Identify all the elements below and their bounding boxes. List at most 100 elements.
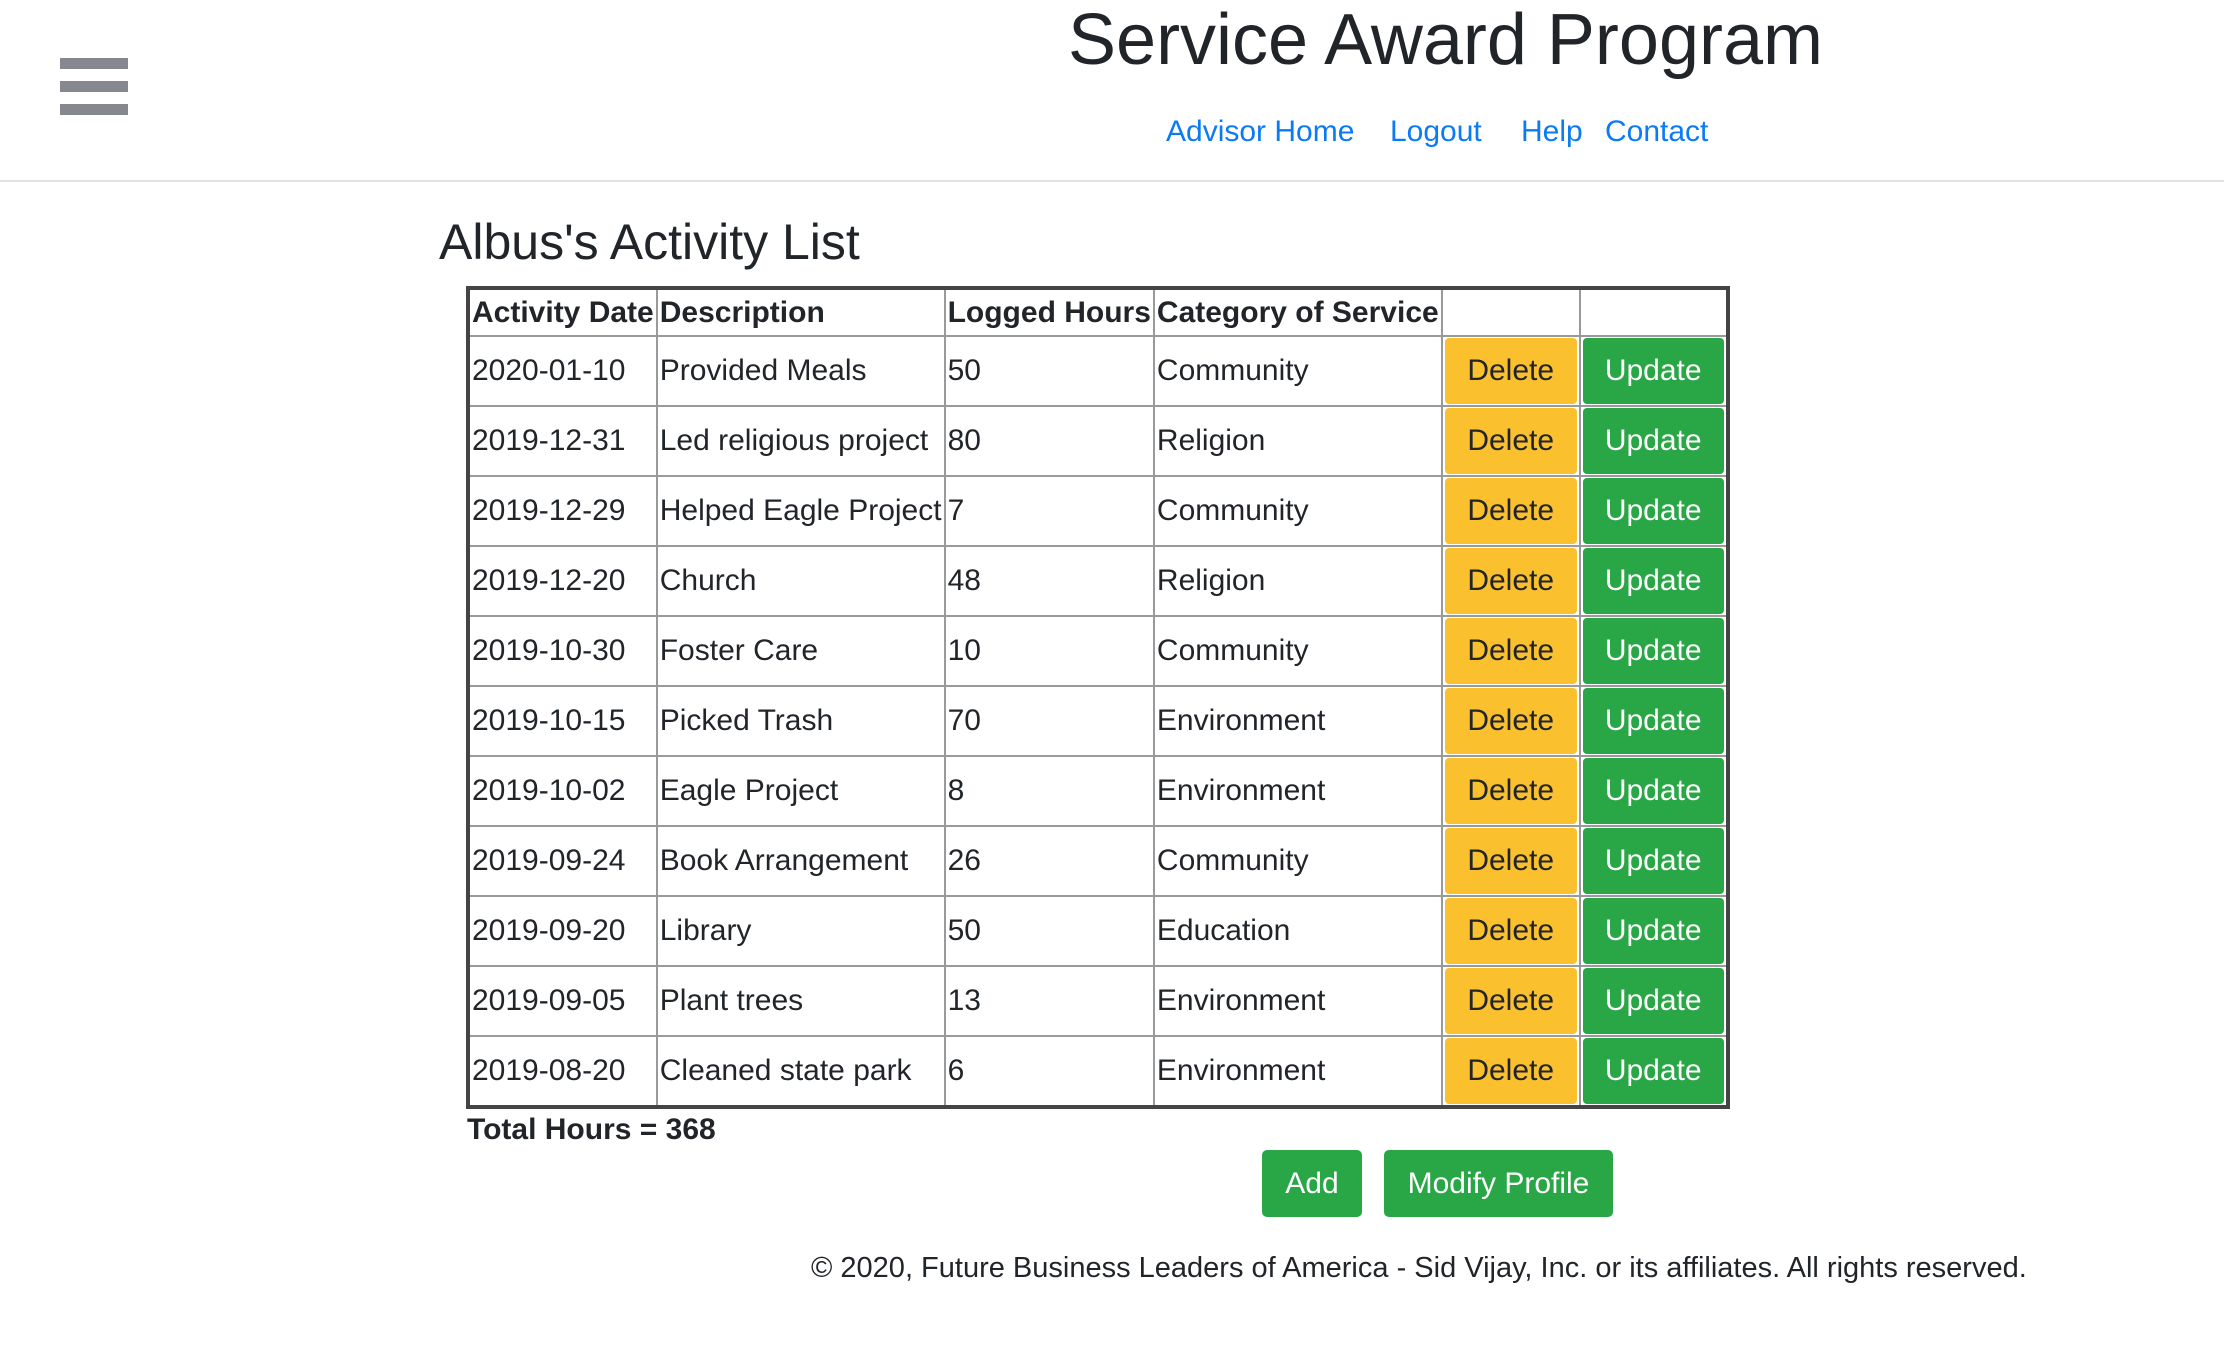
delete-cell: Delete bbox=[1440, 335, 1581, 407]
nav-logout-link[interactable]: Logout bbox=[1390, 115, 1482, 148]
logged-hours-cell: 70 bbox=[943, 685, 1155, 757]
delete-cell: Delete bbox=[1440, 825, 1581, 897]
update-button[interactable]: Update bbox=[1582, 1038, 1724, 1104]
category-cell: Environment bbox=[1152, 755, 1443, 827]
hamburger-bar bbox=[60, 81, 128, 92]
category-cell: Religion bbox=[1152, 405, 1443, 477]
update-button[interactable]: Update bbox=[1582, 828, 1724, 894]
column-header-update bbox=[1578, 287, 1729, 337]
update-button[interactable]: Update bbox=[1582, 548, 1724, 614]
activity-date-cell: 2019-12-31 bbox=[467, 405, 658, 477]
page-title: Albus's Activity List bbox=[439, 214, 860, 270]
modify-profile-button[interactable]: Modify Profile bbox=[1384, 1150, 1613, 1217]
logged-hours-cell: 10 bbox=[943, 615, 1155, 687]
activity-date-cell: 2019-10-30 bbox=[467, 615, 658, 687]
description-cell: Library bbox=[655, 895, 946, 967]
table-row: 2019-12-20 Church 48 Religion Delete Update bbox=[467, 545, 1729, 617]
nav-contact-link[interactable]: Contact bbox=[1605, 115, 1709, 148]
activity-date-cell: 2019-12-29 bbox=[467, 475, 658, 547]
table-row: 2019-10-02 Eagle Project 8 Environment Delet… bbox=[467, 755, 1729, 827]
hamburger-bar bbox=[60, 104, 128, 115]
update-cell: Update bbox=[1578, 475, 1729, 547]
table-row: 2019-09-05 Plant trees 13 Environment Delete… bbox=[467, 965, 1729, 1037]
table-row: 2019-08-20 Cleaned state park 6 Environment… bbox=[467, 1035, 1729, 1108]
category-cell: Religion bbox=[1152, 545, 1443, 617]
logged-hours-cell: 48 bbox=[943, 545, 1155, 617]
description-cell: Book Arrangement bbox=[655, 825, 946, 897]
update-button[interactable]: Update bbox=[1582, 758, 1724, 824]
activity-table: Activity Date Description Logged Hours C… bbox=[466, 286, 1730, 1109]
nav-advisor-home-link[interactable]: Advisor Home bbox=[1166, 115, 1355, 148]
update-button[interactable]: Update bbox=[1582, 688, 1724, 754]
category-cell: Environment bbox=[1152, 965, 1443, 1037]
column-header-category: Category of Service bbox=[1152, 287, 1443, 337]
delete-cell: Delete bbox=[1440, 615, 1581, 687]
top-nav: Advisor Home Logout Help Contact bbox=[0, 112, 2224, 152]
delete-button[interactable]: Delete bbox=[1444, 338, 1577, 404]
site-title: Service Award Program bbox=[1068, 0, 1823, 80]
delete-button[interactable]: Delete bbox=[1444, 548, 1577, 614]
description-cell: Cleaned state park bbox=[655, 1035, 946, 1108]
delete-button[interactable]: Delete bbox=[1444, 898, 1577, 964]
logged-hours-cell: 7 bbox=[943, 475, 1155, 547]
column-header-description: Description bbox=[655, 287, 946, 337]
delete-button[interactable]: Delete bbox=[1444, 688, 1577, 754]
table-row: 2019-10-15 Picked Trash 70 Environment Delet… bbox=[467, 685, 1729, 757]
update-button[interactable]: Update bbox=[1582, 968, 1724, 1034]
logged-hours-cell: 6 bbox=[943, 1035, 1155, 1108]
delete-button[interactable]: Delete bbox=[1444, 408, 1577, 474]
delete-cell: Delete bbox=[1440, 755, 1581, 827]
update-cell: Update bbox=[1578, 405, 1729, 477]
logged-hours-cell: 50 bbox=[943, 335, 1155, 407]
update-button[interactable]: Update bbox=[1582, 478, 1724, 544]
category-cell: Education bbox=[1152, 895, 1443, 967]
table-row: 2019-09-24 Book Arrangement 26 Community Del… bbox=[467, 825, 1729, 897]
delete-button[interactable]: Delete bbox=[1444, 968, 1577, 1034]
category-cell: Community bbox=[1152, 475, 1443, 547]
update-cell: Update bbox=[1578, 615, 1729, 687]
delete-button[interactable]: Delete bbox=[1444, 1038, 1577, 1104]
column-header-logged-hours: Logged Hours bbox=[943, 287, 1155, 337]
table-row: 2019-12-29 Helped Eagle Project 7 Community… bbox=[467, 475, 1729, 547]
activity-date-cell: 2019-09-24 bbox=[467, 825, 658, 897]
description-cell: Eagle Project bbox=[655, 755, 946, 827]
description-cell: Provided Meals bbox=[655, 335, 946, 407]
update-cell: Update bbox=[1578, 545, 1729, 617]
description-cell: Church bbox=[655, 545, 946, 617]
delete-cell: Delete bbox=[1440, 965, 1581, 1037]
delete-button[interactable]: Delete bbox=[1444, 828, 1577, 894]
table-row: 2019-09-20 Library 50 Education Delete Update bbox=[467, 895, 1729, 967]
category-cell: Community bbox=[1152, 825, 1443, 897]
update-button[interactable]: Update bbox=[1582, 898, 1724, 964]
nav-help-link[interactable]: Help bbox=[1521, 115, 1583, 148]
logged-hours-cell: 26 bbox=[943, 825, 1155, 897]
delete-button[interactable]: Delete bbox=[1444, 758, 1577, 824]
description-cell: Led religious project bbox=[655, 405, 946, 477]
activity-table-body: 2020-01-10 Provided Meals 50 Community Delet… bbox=[467, 335, 1729, 1108]
activity-date-cell: 2019-09-20 bbox=[467, 895, 658, 967]
add-activity-button[interactable]: Add bbox=[1262, 1150, 1362, 1217]
hamburger-menu-icon[interactable] bbox=[60, 58, 128, 116]
activity-date-cell: 2019-09-05 bbox=[467, 965, 658, 1037]
update-button[interactable]: Update bbox=[1582, 408, 1724, 474]
activity-date-cell: 2019-10-15 bbox=[467, 685, 658, 757]
logged-hours-cell: 13 bbox=[943, 965, 1155, 1037]
update-cell: Update bbox=[1578, 825, 1729, 897]
activity-date-cell: 2019-12-20 bbox=[467, 545, 658, 617]
delete-cell: Delete bbox=[1440, 545, 1581, 617]
column-header-activity-date: Activity Date bbox=[467, 287, 658, 337]
total-hours: Total Hours = 368 bbox=[467, 1113, 716, 1146]
delete-button[interactable]: Delete bbox=[1444, 478, 1577, 544]
table-header-row: Activity Date Description Logged Hours C… bbox=[467, 287, 1729, 337]
update-cell: Update bbox=[1578, 965, 1729, 1037]
activity-date-cell: 2020-01-10 bbox=[467, 335, 658, 407]
table-row: 2019-10-30 Foster Care 10 Community Delete Up… bbox=[467, 615, 1729, 687]
update-button[interactable]: Update bbox=[1582, 338, 1724, 404]
delete-button[interactable]: Delete bbox=[1444, 618, 1577, 684]
category-cell: Environment bbox=[1152, 685, 1443, 757]
activity-date-cell: 2019-10-02 bbox=[467, 755, 658, 827]
update-cell: Update bbox=[1578, 335, 1729, 407]
logged-hours-cell: 8 bbox=[943, 755, 1155, 827]
description-cell: Foster Care bbox=[655, 615, 946, 687]
update-button[interactable]: Update bbox=[1582, 618, 1724, 684]
